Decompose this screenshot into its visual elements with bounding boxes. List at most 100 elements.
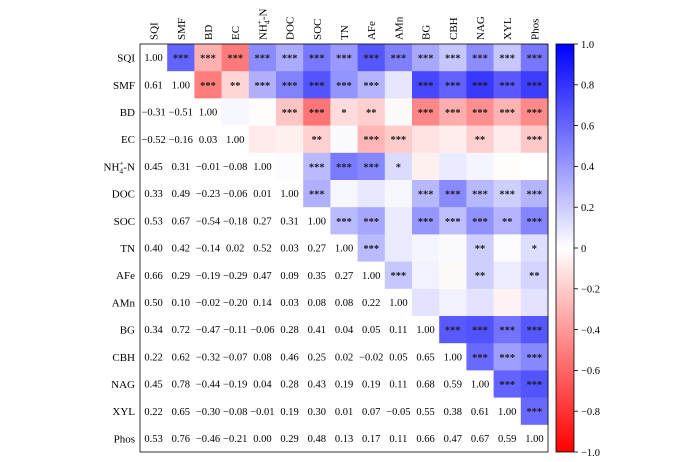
heatmap-cell <box>167 207 195 235</box>
significance-marker: *** <box>363 244 379 255</box>
correlation-value: 0.66 <box>144 271 162 282</box>
heatmap-cell <box>194 261 222 290</box>
heatmap-cell <box>384 207 413 235</box>
correlation-value: −0.02 <box>359 352 383 363</box>
heatmap-cell <box>520 397 549 426</box>
significance-marker: *** <box>282 54 298 65</box>
significance-marker: *** <box>445 108 461 119</box>
heatmap-cell <box>384 261 413 290</box>
heatmap-cell <box>221 180 250 208</box>
heatmap-cell <box>140 261 168 290</box>
heatmap-cell <box>140 424 168 453</box>
heatmap-cell <box>493 98 522 126</box>
heatmap-cell <box>520 125 549 154</box>
heatmap-cell <box>248 180 277 208</box>
heatmap-cell <box>248 71 277 99</box>
heatmap-cell <box>276 125 304 154</box>
heatmap-cell <box>439 98 467 126</box>
colorbar-tick-label: 0.2 <box>581 203 594 214</box>
heatmap-cell <box>303 71 331 99</box>
heatmap-cell <box>167 261 195 290</box>
significance-marker: *** <box>418 54 434 65</box>
heatmap-cell <box>439 180 467 208</box>
heatmap-cell <box>194 234 222 262</box>
heatmap-cell <box>357 370 386 398</box>
heatmap-cell <box>248 152 277 181</box>
heatmap-cell <box>221 98 250 126</box>
heatmap-cell <box>221 261 250 290</box>
significance-marker: ** <box>475 135 486 146</box>
significance-marker: *** <box>472 190 488 201</box>
significance-marker: *** <box>527 135 543 146</box>
heatmap-cell <box>493 370 522 398</box>
colorbar: 1.0 0.8 0.6 0.4 0.2 0 −0.2 −0.4 −0.6 −0.8 −1.0 <box>555 40 601 459</box>
heatmap-cell <box>493 125 522 154</box>
colorbar-tick-label: 0.8 <box>581 81 594 92</box>
correlation-value: 0.65 <box>416 352 434 363</box>
heatmap-cell <box>357 234 386 262</box>
significance-marker: *** <box>391 135 407 146</box>
colorbar-tick-label: −1.0 <box>581 448 600 459</box>
significance-markers: *** *** *** *** *** *** *** *** *** *** *** *** *** *… <box>173 54 542 419</box>
heatmap-cell <box>357 152 386 181</box>
significance-marker: *** <box>336 54 352 65</box>
heatmap-cell <box>194 44 222 72</box>
heatmap-cell <box>167 98 195 126</box>
heatmap-cell <box>221 234 250 262</box>
heatmap-cell <box>384 370 413 398</box>
heatmap-cell <box>466 370 494 398</box>
heatmap-cell <box>194 71 222 99</box>
significance-marker: *** <box>336 217 352 228</box>
heatmap-cell <box>167 316 195 344</box>
correlation-value: 0.72 <box>172 325 190 336</box>
significance-marker: *** <box>527 353 543 364</box>
correlation-value: 0.67 <box>172 216 190 227</box>
heatmap-cell <box>167 125 195 154</box>
heatmap-cell <box>357 261 386 290</box>
heatmap-cell <box>248 261 277 290</box>
heatmap-cell <box>140 180 168 208</box>
heatmap-cell <box>276 44 304 72</box>
correlation-value: 0.59 <box>498 434 516 445</box>
heatmap-cell <box>167 397 195 426</box>
significance-marker: *** <box>200 81 216 92</box>
correlation-value: 1.00 <box>226 135 244 146</box>
heatmap-cell <box>384 288 413 317</box>
heatmap-cell <box>493 152 522 181</box>
correlation-value: 0.40 <box>144 244 162 255</box>
column-label: XYL <box>502 17 514 40</box>
column-labels: SQI SMF BD EC NH4+-N DOC SOC TN AFe AMn BG CBH NAG XY… <box>149 8 542 40</box>
correlation-value: −0.47 <box>196 325 220 336</box>
heatmap-cell <box>520 71 549 99</box>
heatmap-cell <box>439 71 467 99</box>
correlation-value: 0.48 <box>308 434 326 445</box>
heatmap-cell <box>412 424 440 453</box>
correlation-value: −0.14 <box>196 244 221 255</box>
heatmap-cell <box>248 343 277 371</box>
column-label: AMn <box>393 16 405 40</box>
significance-marker: *** <box>336 162 352 173</box>
significance-marker: *** <box>363 162 379 173</box>
heatmap-cell <box>248 98 277 126</box>
heatmap-cell <box>140 125 168 154</box>
heatmap-cell <box>412 125 440 154</box>
heatmap-cell <box>439 207 467 235</box>
heatmap-cell <box>412 234 440 262</box>
heatmap-frame <box>139 43 549 453</box>
correlation-value: 0.28 <box>280 380 298 391</box>
heatmap-cell <box>466 261 494 290</box>
heatmap-cell <box>520 98 549 126</box>
significance-marker: *** <box>527 407 543 418</box>
heatmap-cell <box>140 316 168 344</box>
column-label: Phos <box>529 19 541 40</box>
correlation-value: 0.42 <box>172 244 190 255</box>
significance-marker: *** <box>255 81 271 92</box>
significance-marker: *** <box>418 81 434 92</box>
correlation-value: 1.00 <box>471 380 489 391</box>
heatmap-cell <box>493 234 522 262</box>
correlation-value: 1.00 <box>280 189 298 200</box>
heatmap-cell <box>520 180 549 208</box>
correlation-value: −0.23 <box>196 189 220 200</box>
correlation-value: 0.02 <box>226 244 244 255</box>
correlation-value: 0.11 <box>389 380 407 391</box>
